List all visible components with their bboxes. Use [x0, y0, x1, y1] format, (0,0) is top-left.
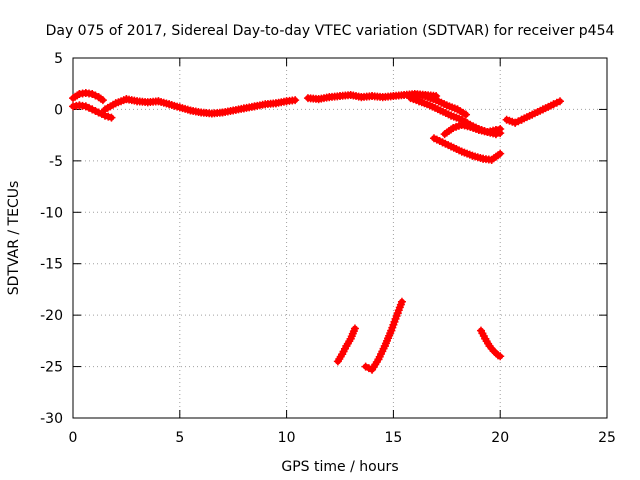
data-series [69, 88, 565, 374]
series-line [362, 298, 405, 373]
series-arc-8 [361, 297, 406, 374]
y-tick-label: -20 [40, 308, 63, 324]
series-arc-5 [429, 134, 505, 164]
series-arc-1-lower [69, 101, 116, 122]
series-arc-2 [101, 95, 300, 118]
series-arc-4-upper [410, 90, 471, 119]
data-point-marker [462, 110, 471, 119]
grid-lines [73, 58, 607, 418]
data-point-marker [98, 96, 107, 105]
series-arc-4-branch [440, 120, 505, 139]
series-arc-1-upper [69, 88, 107, 105]
data-point-marker [491, 126, 500, 134]
chart-title: Day 075 of 2017, Sidereal Day-to-day VTE… [46, 23, 615, 39]
data-point-marker [291, 96, 300, 105]
y-tick-labels: 5 0 -5 -10 -15 -20 -25 -30 [40, 51, 63, 427]
plot-frame [72, 57, 608, 419]
y-axis-title: SDTVAR / TECUs [6, 181, 22, 296]
y-tick-label: 5 [54, 51, 63, 67]
x-axis-title: GPS time / hours [281, 459, 398, 475]
x-tick-label: 15 [384, 430, 402, 446]
data-point-marker [107, 113, 116, 122]
y-tick-label: -30 [40, 411, 63, 427]
data-point-marker [496, 352, 505, 361]
series-arc-6 [502, 97, 565, 127]
x-tick-label: 10 [278, 430, 296, 446]
axis-ticks [72, 57, 608, 419]
x-tick-label: 20 [491, 430, 509, 446]
x-tick-labels: 0 5 10 15 20 25 [69, 430, 616, 446]
data-point-marker [397, 297, 406, 306]
x-tick-label: 5 [175, 430, 184, 446]
x-tick-label: 0 [69, 430, 78, 446]
series-arc-7 [333, 324, 359, 366]
x-tick-label: 25 [598, 430, 616, 446]
data-point-marker [350, 324, 359, 333]
y-tick-label: -5 [49, 154, 63, 170]
y-tick-label: 0 [54, 102, 63, 118]
data-point-marker [556, 97, 565, 106]
series-arc-9 [476, 326, 505, 361]
data-point-marker [496, 149, 505, 158]
data-point-marker [496, 124, 505, 133]
y-tick-label: -25 [40, 360, 63, 376]
y-tick-label: -15 [40, 257, 63, 273]
y-tick-label: -10 [40, 205, 63, 221]
